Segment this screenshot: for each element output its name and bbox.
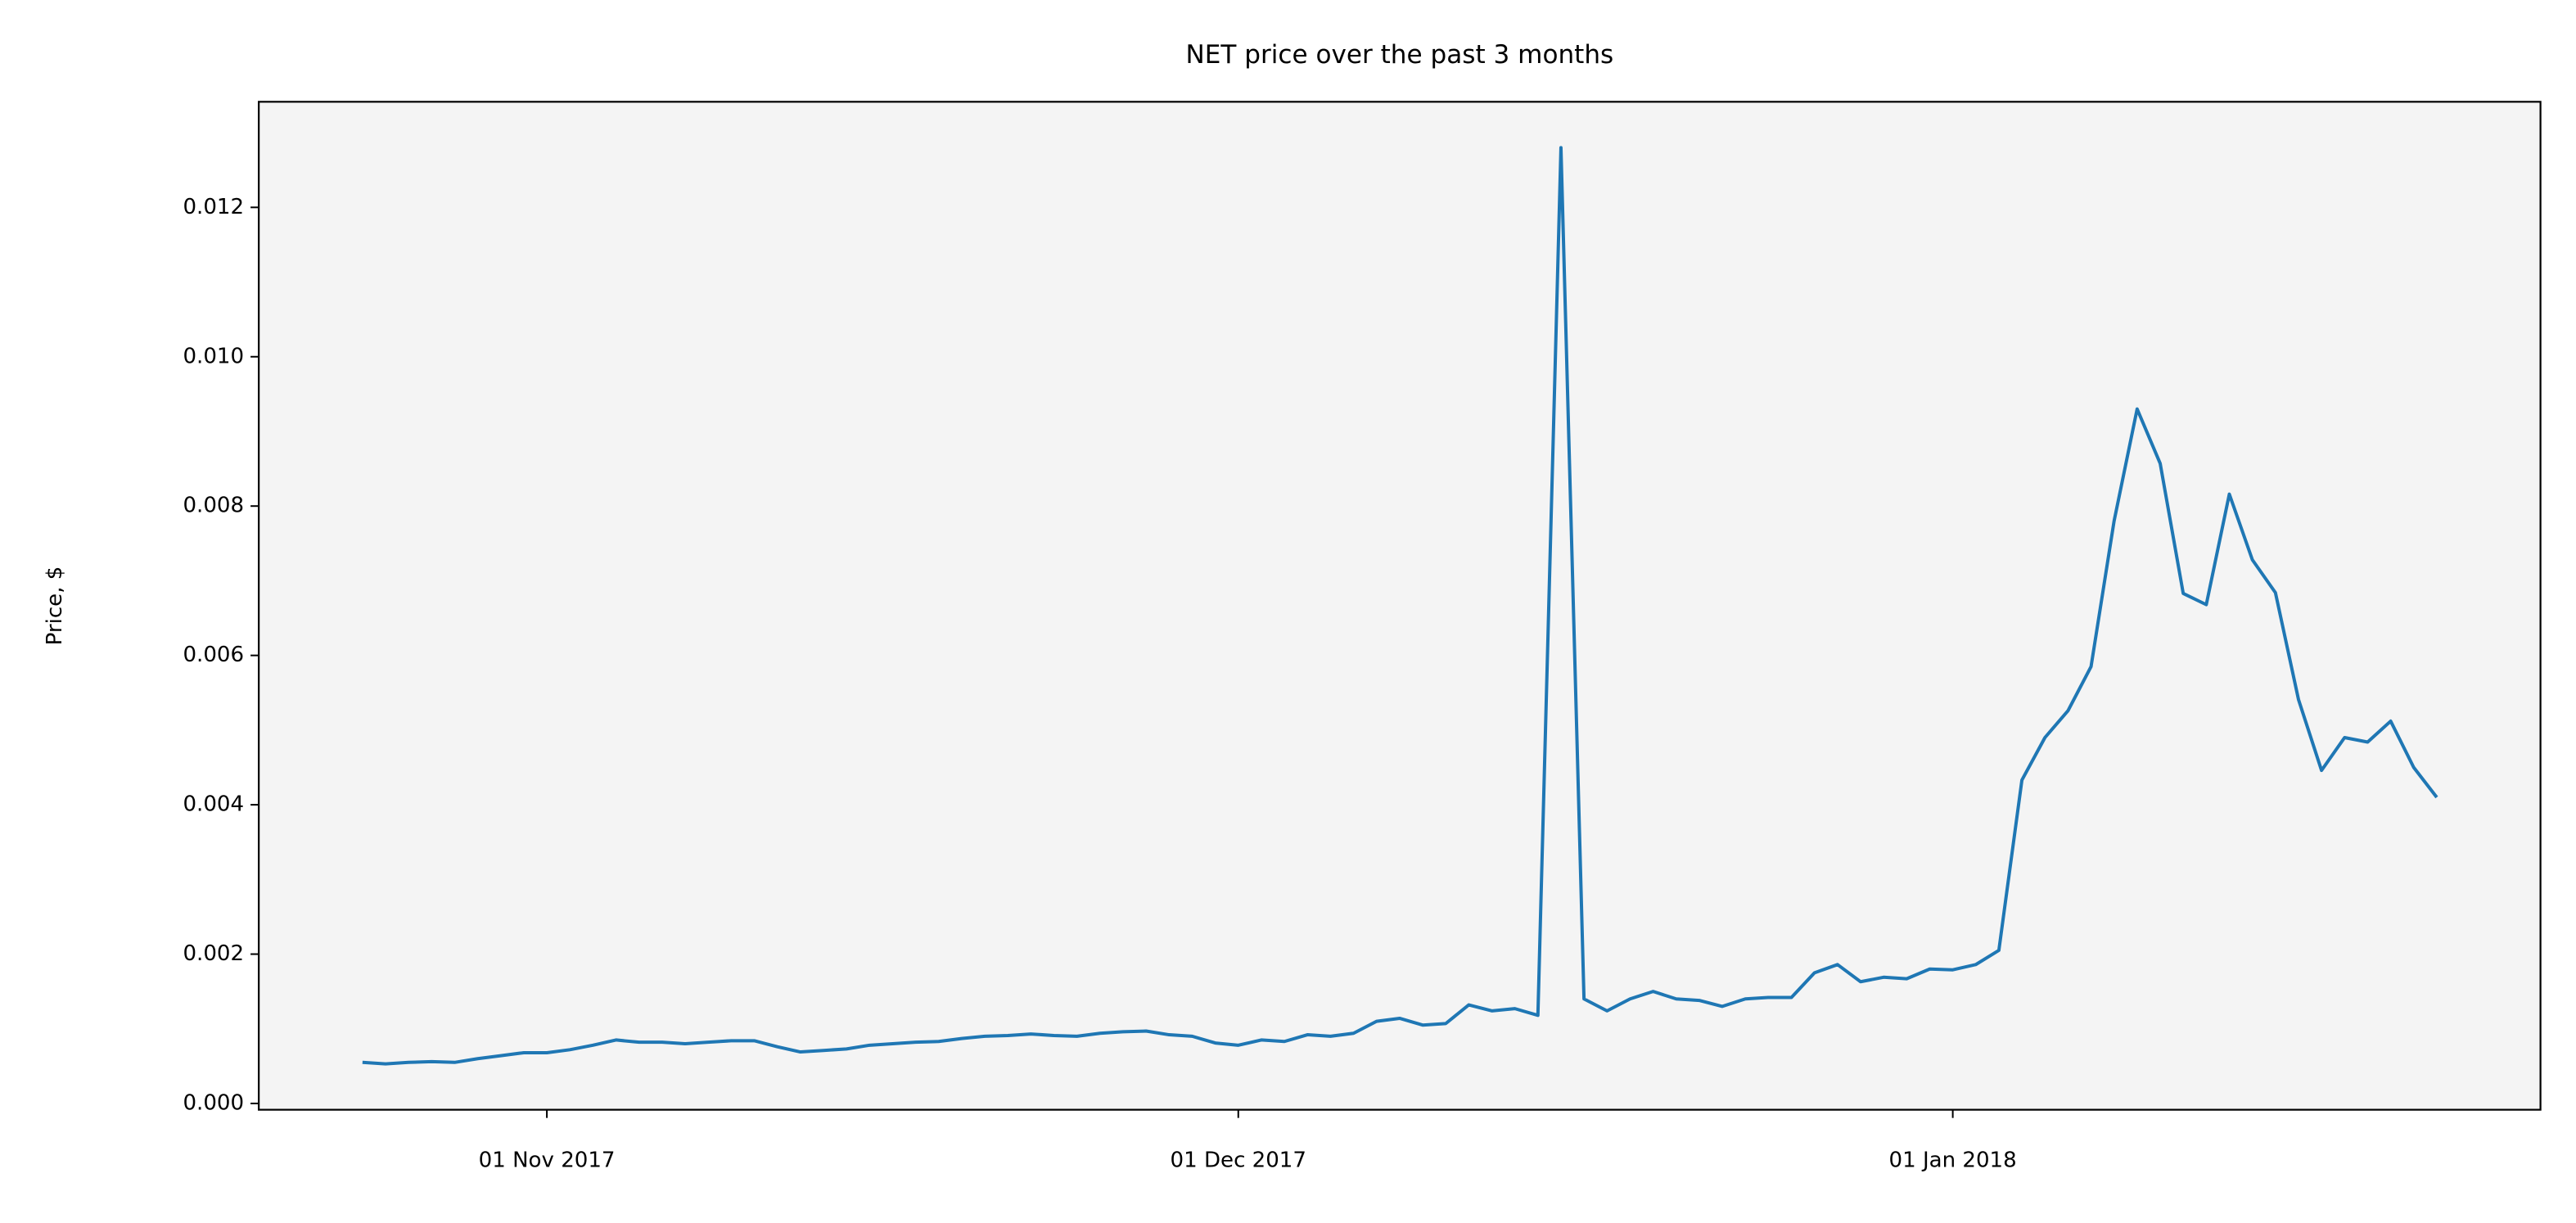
y-tick-label: 0.002 <box>183 941 244 966</box>
x-tick-label: 01 Nov 2017 <box>479 1148 616 1172</box>
y-axis-label: Price, $ <box>43 566 67 646</box>
x-tick-label: 01 Dec 2017 <box>1171 1148 1306 1172</box>
y-tick-label: 0.012 <box>183 195 244 219</box>
y-tick-label: 0.010 <box>183 344 244 368</box>
x-tick-label: 01 Jan 2018 <box>1889 1148 2017 1172</box>
plot-background <box>259 102 2541 1110</box>
plot-frame <box>258 101 2542 1111</box>
price-line <box>362 146 2438 1066</box>
chart-title: NET price over the past 3 months <box>1185 40 1613 70</box>
y-tick-label: 0.008 <box>183 494 244 518</box>
y-tick-label: 0.006 <box>183 643 244 667</box>
y-tick-label: 0.000 <box>183 1090 244 1115</box>
y-tick-label: 0.004 <box>183 792 244 817</box>
